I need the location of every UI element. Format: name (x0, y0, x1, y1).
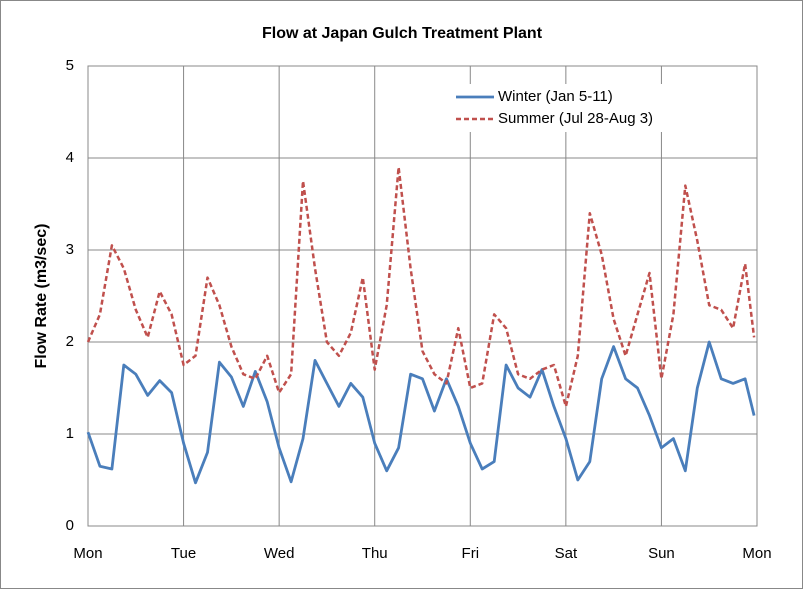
legend-label: Summer (Jul 28-Aug 3) (498, 110, 653, 127)
plot-border (87, 65, 758, 527)
x-tick-label: Mon (742, 545, 771, 562)
x-tick-label: Tue (171, 545, 196, 562)
legend-label: Winter (Jan 5-11) (498, 88, 613, 105)
series-line (86, 340, 756, 485)
y-tick-label: 5 (66, 57, 74, 74)
x-tick-label: Fri (462, 545, 480, 562)
y-tick-label: 3 (66, 241, 74, 258)
x-tick-label: Sat (555, 545, 578, 562)
x-tick-label: Wed (264, 545, 295, 562)
y-tick-label: 0 (66, 517, 74, 534)
x-tick-label: Sun (648, 545, 675, 562)
chart-title: Flow at Japan Gulch Treatment Plant (262, 25, 543, 42)
y-tick-label: 1 (66, 425, 74, 442)
y-axis-label: Flow Rate (m3/sec) (33, 224, 50, 369)
series-line (86, 165, 756, 408)
y-tick-label: 4 (66, 149, 74, 166)
y-tick-label: 2 (66, 333, 74, 350)
legend-box (448, 84, 670, 132)
x-tick-label: Thu (362, 545, 388, 562)
x-tick-label: Mon (73, 545, 102, 562)
